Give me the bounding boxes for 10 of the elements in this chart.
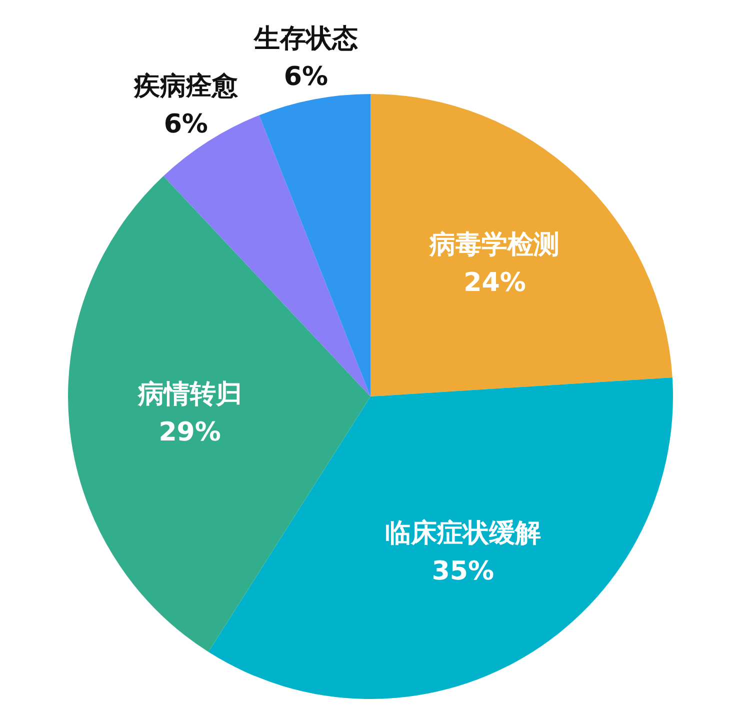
data-label: 29% — [158, 417, 221, 448]
data-label: 6% — [164, 109, 208, 140]
slice-label: 疾病痊愈 — [132, 71, 239, 102]
data-label: 35% — [432, 556, 494, 586]
data-label: 24% — [464, 268, 526, 298]
slice-label: 病情转归 — [136, 379, 242, 410]
slice-label: 生存状态 — [252, 24, 358, 54]
slice-label: 临床症状缓解 — [384, 518, 541, 548]
slice-label: 病毒学检测 — [428, 230, 560, 260]
data-label: 6% — [284, 62, 328, 92]
